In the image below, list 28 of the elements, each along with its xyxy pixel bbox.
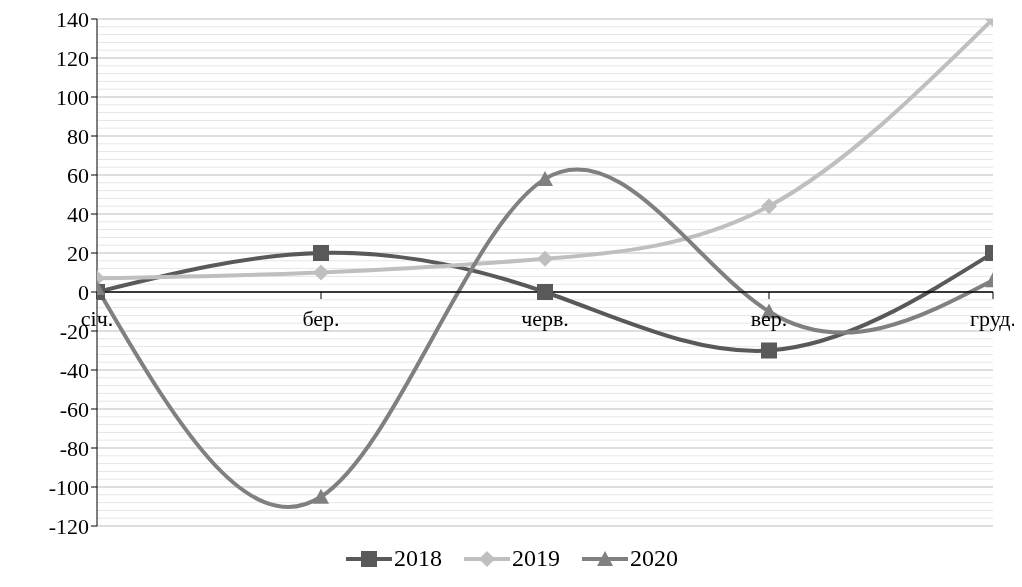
y-tick-label: 60 <box>67 162 89 188</box>
x-tick-label: бер. <box>302 306 340 331</box>
point <box>537 284 553 300</box>
y-tick-label: -100 <box>48 474 89 500</box>
y-tick-label: 100 <box>56 84 89 110</box>
y-tick-label: 80 <box>67 123 89 149</box>
y-tick-label: -60 <box>59 396 89 422</box>
y-tick-label: 20 <box>67 240 89 266</box>
legend-label: 2020 <box>630 545 678 572</box>
point <box>537 250 553 267</box>
y-tick-label: -80 <box>59 435 89 461</box>
point <box>761 198 777 215</box>
y-tick-label: -40 <box>59 357 89 383</box>
point <box>313 488 329 504</box>
point <box>761 342 777 359</box>
x-tick-label: черв. <box>521 306 569 331</box>
x-tick-label: вер. <box>750 306 788 331</box>
point <box>313 264 329 281</box>
y-tick-label: 120 <box>56 45 89 71</box>
legend-label: 2018 <box>394 545 442 572</box>
y-tick-label: 140 <box>56 6 89 32</box>
point <box>537 170 553 186</box>
legend-label: 2019 <box>512 545 560 572</box>
point <box>313 245 329 261</box>
y-tick-label: -120 <box>48 513 89 539</box>
y-tick-label: 40 <box>67 201 89 227</box>
x-tick-label: груд. <box>969 306 1017 331</box>
y-tick-label: 0 <box>78 279 89 305</box>
